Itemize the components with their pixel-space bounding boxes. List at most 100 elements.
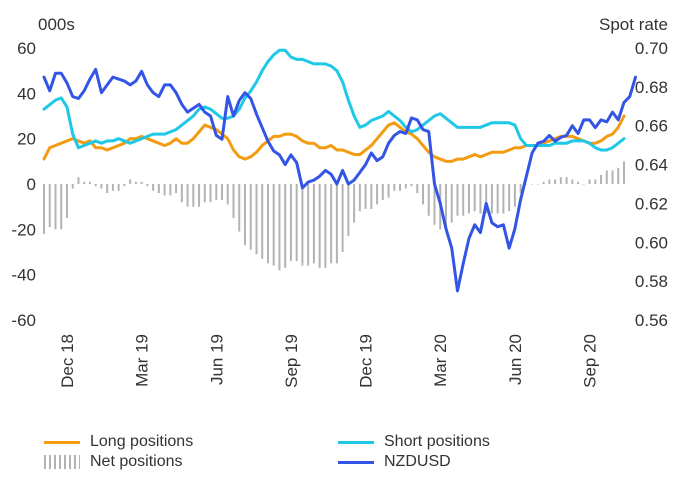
x-tick-label: Mar 20 (431, 334, 450, 387)
bar-net-positions-83 (519, 184, 522, 194)
legend-swatch-nzdusd (338, 460, 374, 464)
bar-net-positions-43 (289, 184, 292, 262)
bar-net-positions-48 (318, 184, 321, 268)
bar-net-positions-19 (152, 184, 155, 191)
bar-net-positions-75 (473, 184, 476, 212)
y-left-tick-label: 60 (17, 39, 36, 58)
bar-net-positions-50 (330, 184, 333, 264)
y-right-tick-label: 0.64 (635, 156, 668, 175)
legend-item-nzdusd: NZDUSD (338, 453, 451, 471)
bar-net-positions-89 (554, 179, 557, 184)
bar-net-positions-9 (94, 184, 97, 187)
legend-label-nzdusd: NZDUSD (384, 453, 451, 470)
bar-net-positions-76 (479, 184, 482, 214)
bar-net-positions-31 (221, 184, 224, 200)
left-axis-title: 000s (38, 15, 75, 34)
bar-net-positions-80 (502, 184, 505, 214)
left-axis-ticks: -60 -40 -20 0 20 40 60 (11, 39, 36, 330)
bar-net-positions-99 (611, 170, 614, 184)
bar-net-positions-64 (410, 184, 413, 187)
legend-label-net-positions: Net positions (90, 453, 183, 470)
bar-net-positions-16 (134, 181, 137, 184)
bar-net-positions-65 (416, 184, 419, 194)
line-short-positions (42, 48, 626, 152)
bar-net-positions-15 (129, 179, 132, 184)
bar-net-positions-81 (508, 184, 511, 212)
bar-net-positions-4 (65, 184, 68, 218)
bar-net-positions-1 (48, 184, 51, 228)
bar-net-positions-35 (243, 184, 246, 246)
bar-net-positions-29 (209, 184, 212, 203)
bar-net-positions-5 (71, 184, 74, 189)
bar-net-positions-47 (312, 184, 315, 264)
bar-net-positions-37 (255, 184, 258, 255)
bar-net-positions-84 (525, 184, 528, 185)
bar-net-positions-36 (249, 184, 252, 250)
legend-swatch-long-positions (44, 440, 80, 444)
bar-net-positions-95 (588, 179, 591, 184)
bar-net-positions-26 (192, 184, 195, 207)
y-left-tick-label: 40 (17, 84, 36, 103)
bar-net-positions-41 (278, 184, 281, 271)
bar-net-positions-21 (163, 184, 166, 196)
bar-net-positions-98 (605, 170, 608, 184)
bar-net-positions-25 (186, 184, 189, 207)
bar-net-positions-2 (54, 184, 57, 230)
bar-net-positions-34 (238, 184, 241, 232)
bar-net-positions-73 (462, 184, 465, 216)
bar-net-positions-30 (215, 184, 218, 200)
bar-net-positions-44 (295, 184, 298, 262)
bar-net-positions-14 (123, 184, 126, 187)
bar-net-positions-85 (531, 184, 534, 185)
bar-net-positions-88 (548, 179, 551, 184)
bar-net-positions-49 (324, 184, 327, 268)
bar-net-positions-87 (542, 181, 545, 184)
x-tick-label: Dec 18 (58, 334, 77, 388)
bar-net-positions-57 (370, 184, 373, 209)
bar-net-positions-3 (60, 184, 63, 230)
y-left-tick-label: 20 (17, 130, 36, 149)
y-left-tick-label: -20 (11, 220, 36, 239)
right-axis-ticks: 0.56 0.58 0.60 0.62 0.64 0.66 0.68 0.70 (635, 39, 668, 330)
bar-net-positions-63 (404, 184, 407, 189)
bar-net-positions-0 (43, 184, 45, 234)
bar-net-positions-20 (157, 184, 160, 194)
legend-label-long-positions: Long positions (90, 433, 194, 450)
bar-net-positions-100 (617, 168, 620, 184)
bar-net-positions-62 (399, 184, 402, 191)
legend-label-short-positions: Short positions (384, 433, 490, 450)
bar-net-positions-59 (381, 184, 384, 200)
bar-net-positions-101 (623, 161, 625, 184)
y-left-tick-label: 0 (27, 175, 36, 194)
x-tick-label: Jun 19 (207, 334, 226, 385)
x-axis-ticks: Dec 18 Mar 19 Jun 19 Sep 19 Dec 19 Mar 20 Jun … (58, 334, 600, 388)
bar-net-positions-7 (83, 181, 86, 184)
bar-net-positions-92 (571, 179, 574, 184)
bar-net-positions-94 (582, 184, 585, 185)
bar-net-positions-24 (180, 184, 183, 203)
bar-net-positions-77 (485, 184, 488, 214)
legend-item-short-positions: Short positions (338, 433, 490, 451)
bar-net-positions-54 (353, 184, 356, 223)
bar-net-positions-46 (307, 184, 310, 266)
bar-net-positions-96 (594, 179, 597, 184)
bar-net-positions-38 (261, 184, 264, 259)
y-right-tick-label: 0.66 (635, 117, 668, 136)
bar-net-positions-10 (100, 184, 103, 189)
bar-net-positions-12 (111, 184, 114, 191)
series-lines (42, 48, 637, 293)
y-right-tick-label: 0.60 (635, 233, 668, 252)
bar-net-positions-91 (565, 177, 568, 184)
bar-net-positions-33 (232, 184, 235, 218)
y-right-tick-label: 0.68 (635, 78, 668, 97)
bar-net-positions-66 (422, 184, 425, 205)
bar-net-positions-56 (364, 184, 367, 209)
x-tick-label: Sep 20 (581, 334, 600, 388)
bar-net-positions-71 (450, 184, 453, 223)
bar-net-positions-53 (347, 184, 350, 237)
bar-net-positions-51 (335, 184, 338, 264)
bar-net-positions-97 (600, 174, 603, 184)
bar-net-positions-90 (559, 177, 562, 184)
bar-net-positions-70 (444, 184, 447, 228)
